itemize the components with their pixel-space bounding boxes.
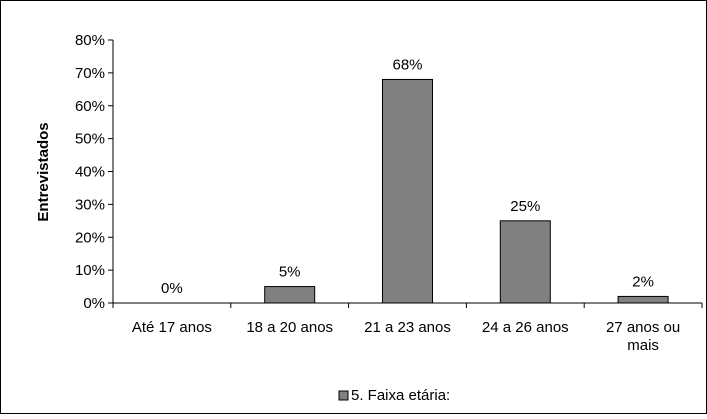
x-axis: Até 17 anos 18 a 20 anos 21 a 23 anos 24 a … — [112, 302, 703, 354]
data-label: 0% — [161, 280, 183, 297]
legend-label: 5. Faixa etária: — [351, 387, 450, 404]
x-tick-label: 21 a 23 anos — [364, 319, 451, 336]
y-tick-label: 30% — [75, 196, 105, 213]
data-labels: 0% 5% 68% 25% 2% — [161, 56, 654, 297]
y-tick-label: 80% — [75, 32, 105, 49]
legend-swatch — [338, 390, 349, 401]
bar — [382, 78, 433, 304]
y-tick-label: 40% — [75, 164, 105, 181]
x-tick-label: 27 anos ou mais — [606, 319, 680, 354]
data-label: 2% — [632, 273, 654, 290]
y-tick-label: 20% — [75, 229, 105, 246]
bar — [617, 295, 669, 304]
y-tick-label: 60% — [75, 98, 105, 115]
y-tick-label: 0% — [83, 295, 105, 312]
y-axis-title: Entrevistados — [35, 122, 52, 221]
x-tick-label: Até 17 anos — [132, 319, 212, 336]
x-tick-label: 24 a 26 anos — [482, 319, 569, 336]
data-label: 5% — [279, 264, 301, 281]
bar — [499, 220, 551, 304]
data-label: 68% — [392, 56, 422, 73]
y-axis: 0% 10% 20% 30% 40% 50% 60% 70% 80% — [75, 32, 114, 312]
y-tick-label: 70% — [75, 65, 105, 82]
y-tick-label: 50% — [75, 131, 105, 148]
x-tick-label: 18 a 20 anos — [246, 319, 333, 336]
y-tick-label: 10% — [75, 262, 105, 279]
legend: 5. Faixa etária: — [338, 387, 450, 404]
data-label: 25% — [510, 198, 540, 215]
bars — [264, 78, 669, 304]
bar — [264, 286, 316, 304]
